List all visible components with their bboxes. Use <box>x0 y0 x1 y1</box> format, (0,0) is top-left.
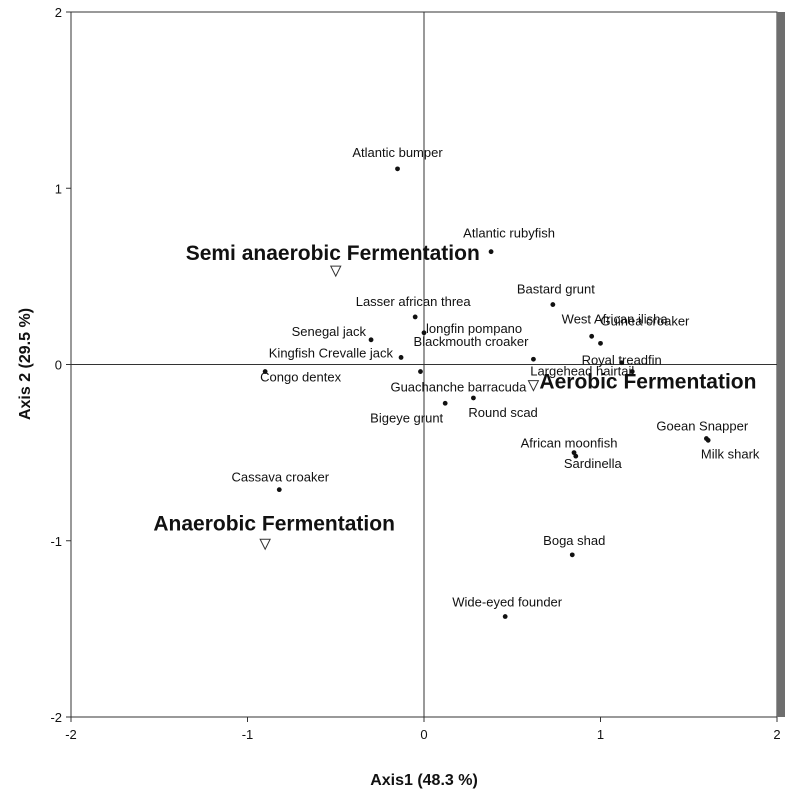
point-label: Sardinella <box>564 456 623 471</box>
category-point <box>329 265 342 278</box>
data-point <box>569 552 575 558</box>
x-axis-title: Axis1 (48.3 %) <box>370 772 478 789</box>
point-label: Blackmouth croaker <box>414 334 530 349</box>
point-label: Atlantic bumper <box>352 145 443 160</box>
point-label: Senegal jack <box>292 324 367 339</box>
y-tick-label: 1 <box>55 181 62 196</box>
data-marks <box>259 166 711 619</box>
data-point <box>412 314 418 320</box>
point-label: Bastard grunt <box>517 282 595 297</box>
data-point <box>368 337 374 343</box>
point-label: Congo dentex <box>260 370 341 385</box>
y-tick-label: -1 <box>50 534 62 549</box>
data-point <box>550 302 556 307</box>
data-point <box>398 355 404 360</box>
x-tick-label: -2 <box>65 727 77 742</box>
category-point <box>259 538 271 551</box>
x-tick-label: 0 <box>420 727 427 742</box>
point-label: Milk shark <box>701 446 760 461</box>
point-label: Goean Snapper <box>656 419 748 434</box>
point-label: Guachanche barracuda <box>390 380 527 395</box>
y-tick-label: 2 <box>55 5 62 20</box>
data-point <box>471 395 476 401</box>
data-point <box>531 356 536 362</box>
category-label: Anaerobic Fermentation <box>153 512 395 535</box>
point-label: Cassava croaker <box>231 470 329 485</box>
point-label: Bigeye grunt <box>370 410 443 425</box>
category-point <box>527 380 540 392</box>
data-point <box>705 437 711 443</box>
data-labels: Atlantic bumper Atlantic rubyfish Bastard … <box>153 145 760 610</box>
category-label: Aerobic Fermentation <box>539 371 756 394</box>
point-label: African moonfish <box>521 436 618 451</box>
data-point <box>418 369 423 374</box>
point-label: Round scad <box>468 405 537 420</box>
data-point <box>598 340 603 346</box>
x-tick-label: 1 <box>597 727 604 742</box>
point-label: Guinea croaker <box>601 313 691 328</box>
y-tick-label: -2 <box>50 710 62 725</box>
point-label: Largehead hairtail <box>530 364 634 379</box>
category-label: Semi anaerobic Fermentation <box>186 242 480 265</box>
data-point <box>619 360 625 366</box>
data-point <box>276 487 282 493</box>
data-point <box>589 333 595 339</box>
data-point <box>488 249 494 255</box>
point-label: Boga shad <box>543 533 605 548</box>
y-axis-title: Axis 2 (29.5 %) <box>17 308 34 420</box>
y-tick-label: 0 <box>55 358 62 373</box>
data-point <box>502 614 508 619</box>
right-edge-bar <box>777 12 785 717</box>
x-tick-label: 2 <box>773 727 780 742</box>
x-tick-label: -1 <box>242 727 254 742</box>
data-point <box>262 369 268 374</box>
data-point <box>395 166 400 172</box>
point-label: Lasser african threa <box>356 294 472 309</box>
data-point <box>442 400 448 406</box>
point-label: Kingfish Crevalle jack <box>269 345 394 360</box>
point-label: Atlantic rubyfish <box>463 226 555 241</box>
point-label: Royal treadfin <box>582 353 662 368</box>
point-label: longfin pompano <box>426 321 522 336</box>
data-point <box>421 330 427 336</box>
data-point <box>573 453 579 459</box>
point-label: West African ilisha <box>562 311 669 326</box>
data-point <box>629 369 635 374</box>
point-label: Wide-eyed founder <box>452 595 563 610</box>
axis-ticks: -2 -1 0 1 2 -2 -1 0 1 2 <box>50 5 780 742</box>
